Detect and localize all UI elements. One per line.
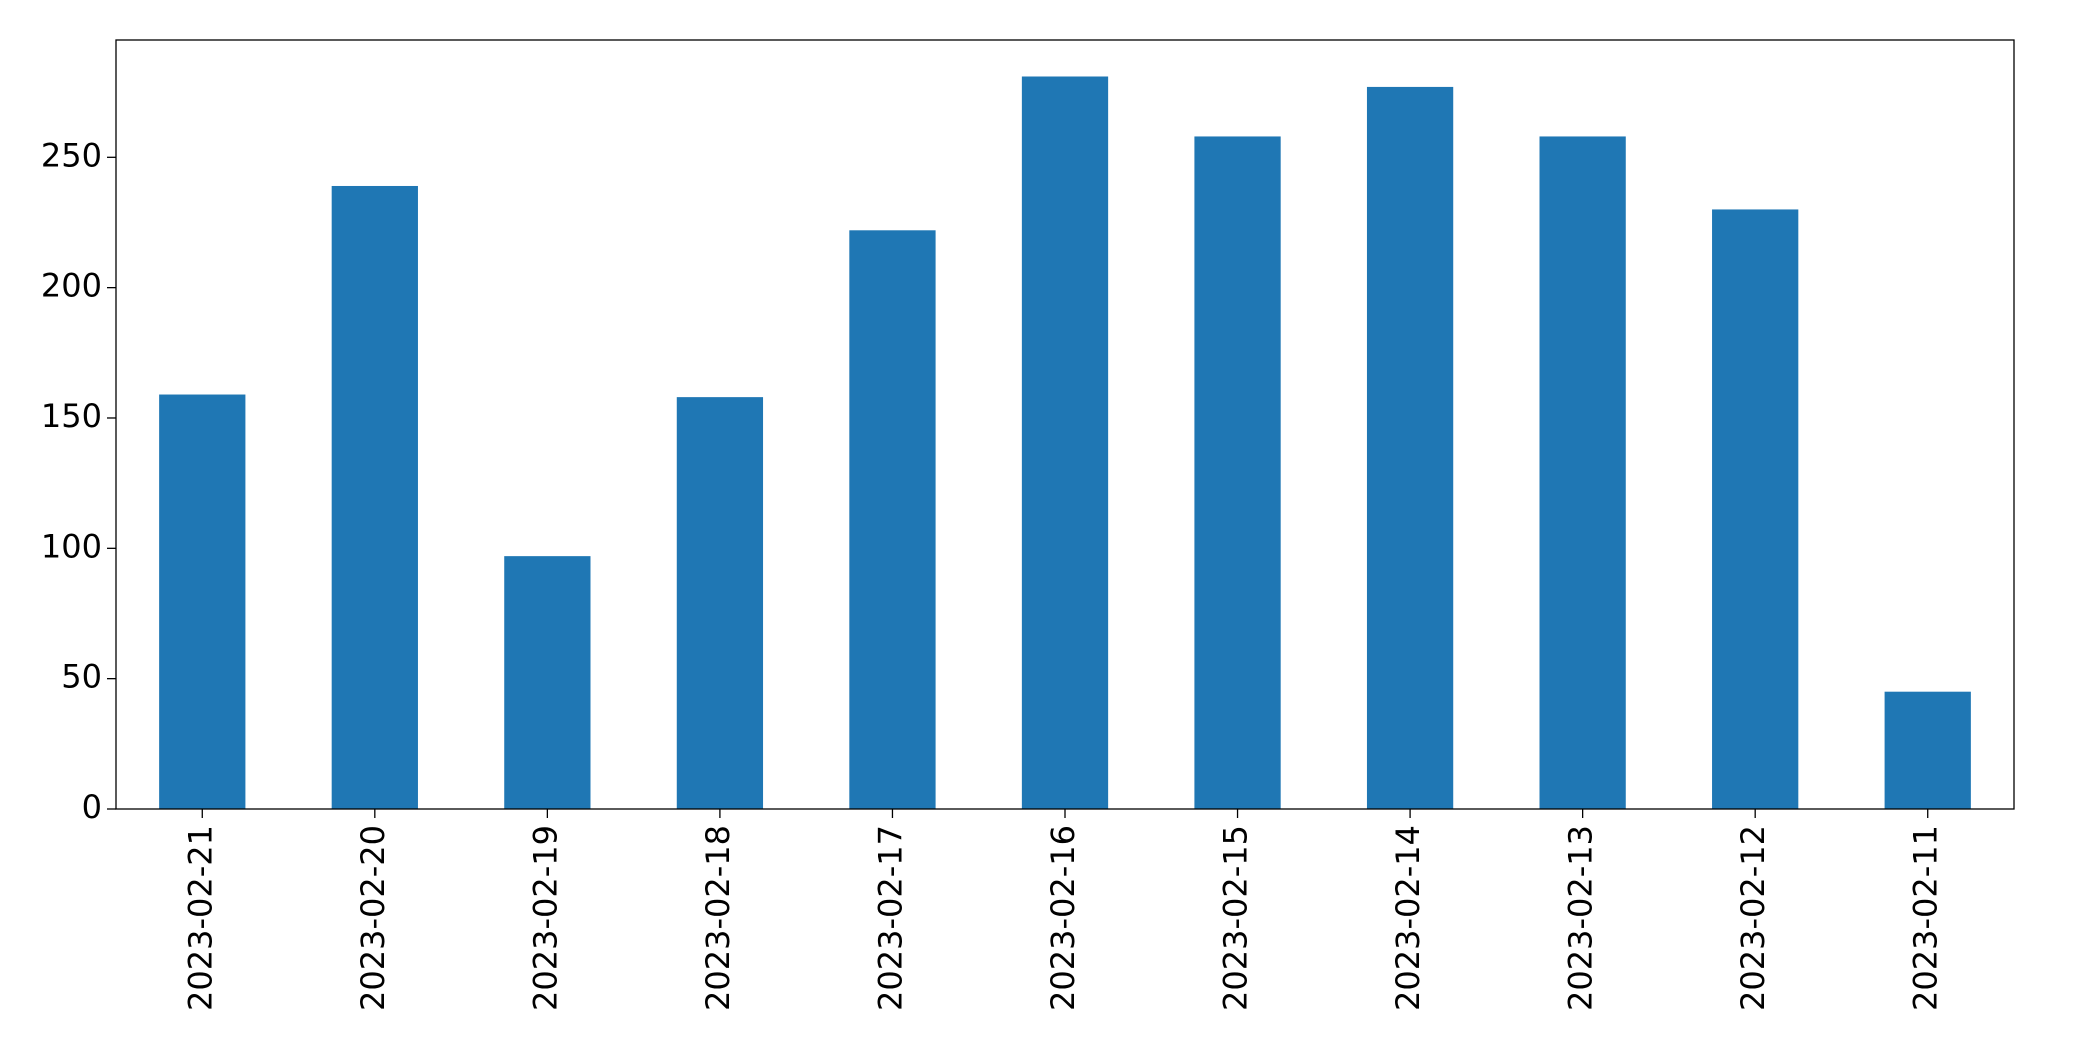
x-tick-label: 2023-02-13 — [1562, 825, 1600, 1011]
plot-frame — [115, 39, 2015, 810]
y-tick-label: 250 — [41, 136, 102, 174]
x-tick-label: 2023-02-16 — [1044, 825, 1082, 1011]
x-tick-label: 2023-02-11 — [1907, 825, 1945, 1011]
x-tick-label: 2023-02-21 — [181, 825, 219, 1011]
bar — [1021, 76, 1109, 809]
y-tick-label: 100 — [41, 527, 102, 565]
bar — [1194, 136, 1281, 809]
y-tick-label: 0 — [82, 788, 102, 826]
x-tick-label: 2023-02-17 — [871, 825, 909, 1011]
y-tick-label: 150 — [41, 397, 102, 435]
y-tick-label: 200 — [41, 267, 102, 305]
x-tick-label: 2023-02-18 — [699, 825, 737, 1011]
bar — [1366, 86, 1454, 809]
x-tick-label: 2023-02-19 — [526, 825, 564, 1011]
x-tick-label: 2023-02-15 — [1217, 825, 1255, 1011]
bar — [331, 185, 418, 809]
bar — [1712, 209, 1799, 809]
x-tick-label: 2023-02-14 — [1389, 825, 1427, 1011]
bar — [849, 230, 936, 809]
y-tick-label: 50 — [61, 658, 102, 696]
bar — [676, 397, 764, 809]
x-tick-label: 2023-02-20 — [354, 825, 392, 1011]
x-tick-label: 2023-02-12 — [1734, 825, 1772, 1011]
bar — [1884, 691, 1971, 809]
bar — [504, 556, 591, 809]
bar — [159, 394, 246, 809]
bar — [1539, 136, 1626, 809]
